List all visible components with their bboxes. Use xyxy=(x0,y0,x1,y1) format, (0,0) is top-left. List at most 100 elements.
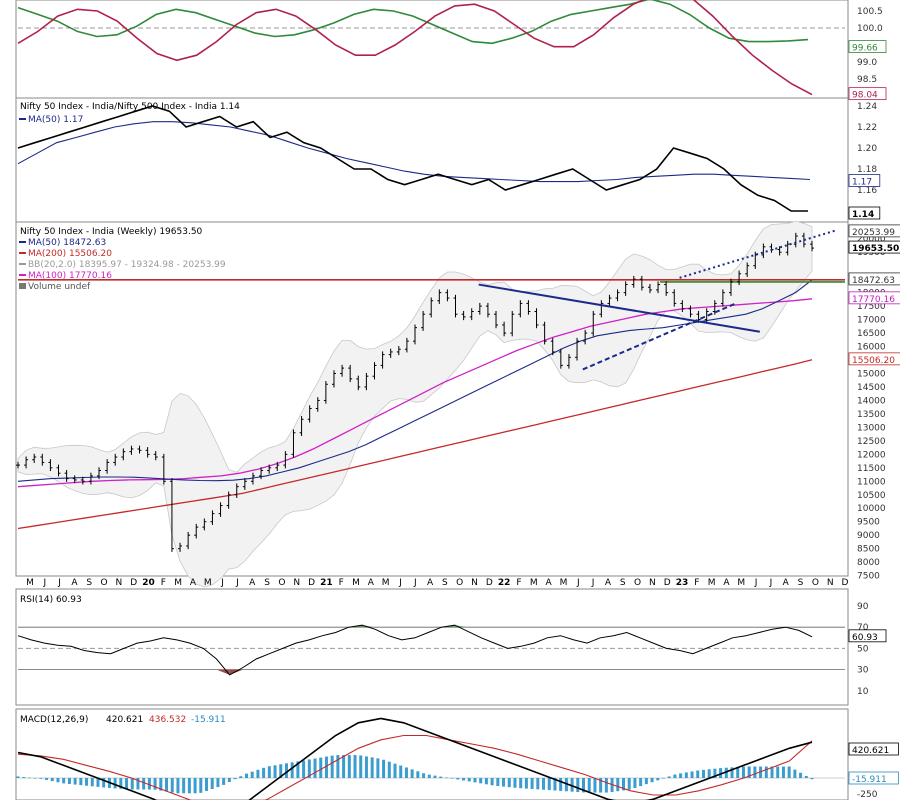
macd-hist-bar xyxy=(433,775,437,778)
macd-hist-bar xyxy=(547,778,551,791)
x-axis-label: O xyxy=(456,578,463,588)
macd-hist-bar xyxy=(587,778,591,793)
price-tick-label: 9500 xyxy=(857,518,880,528)
ratio-last-label-box xyxy=(848,206,881,220)
macd-hist-bar xyxy=(187,778,191,794)
x-axis-label: D xyxy=(664,578,671,588)
ratio-ma-label: 1.17 xyxy=(852,178,872,188)
price-label-20253.99-box xyxy=(848,224,900,238)
macd-hist-bar xyxy=(50,778,54,782)
macd-hist-bar xyxy=(439,776,443,778)
macd-hist-bar xyxy=(159,778,163,791)
rs-line-0 xyxy=(17,0,809,45)
x-axis-label: J xyxy=(591,578,595,588)
macd-hist-bar xyxy=(701,769,705,778)
macd-hist-bar xyxy=(279,764,283,778)
x-axis-label: A xyxy=(546,578,553,588)
macd-hist-bar xyxy=(667,776,671,778)
rsi-line xyxy=(17,624,813,676)
macd-hist-bar xyxy=(724,767,728,778)
macd-hist-bar xyxy=(810,778,814,780)
macd-hist-bar xyxy=(484,778,488,785)
price-label-18472.63-box xyxy=(848,272,900,286)
macd-hist-bar xyxy=(764,766,768,778)
legend-bb: BB(20,2.0) 18395.97 - 19324.98 - 20253.9… xyxy=(28,260,226,270)
rsi-last-label-box xyxy=(848,629,887,643)
macd-title-hist: -15.911 xyxy=(191,715,226,725)
x-axis-label: 23 xyxy=(676,578,689,588)
price-label-18472.63: 18472.63 xyxy=(852,276,895,286)
price-panel: 2000019500185001800017500170001650016000… xyxy=(16,220,900,588)
macd-hist-bar xyxy=(787,766,791,778)
macd-hist-bar xyxy=(125,778,129,790)
x-axis-label: D xyxy=(486,578,493,588)
price-label-20253.99: 20253.99 xyxy=(852,228,895,238)
macd-hist-bar xyxy=(656,778,660,781)
macd-hist-bar xyxy=(673,774,677,778)
x-axis-label: 20 xyxy=(142,578,155,588)
x-axis-label: J xyxy=(576,578,580,588)
macd-hist-bar xyxy=(410,769,414,778)
macd-hist-bar xyxy=(90,778,94,787)
macd-hist-bar xyxy=(62,778,66,784)
macd-hist-bar xyxy=(713,768,717,778)
macd-hist-bar xyxy=(536,778,540,790)
macd-hist-bar xyxy=(382,759,386,778)
legend-ma100: MA(100) 17770.16 xyxy=(28,271,112,281)
ratio-tick-label: 1.22 xyxy=(857,123,877,133)
rs-tick-label: 100.5 xyxy=(857,7,883,17)
macd-hist-bar xyxy=(730,767,734,778)
macd-hist-bar xyxy=(524,778,528,789)
rs-last-red-box xyxy=(848,87,887,101)
ratio-line xyxy=(17,105,808,212)
macd-hist-bar xyxy=(553,778,557,791)
macd-hist-bar xyxy=(776,766,780,778)
macd-hist-bar xyxy=(741,766,745,778)
macd-hist-bar xyxy=(450,778,454,779)
x-axis-label: A xyxy=(723,578,730,588)
x-axis-label: A xyxy=(249,578,256,588)
ratio-last-label: 1.14 xyxy=(852,210,874,220)
x-axis-label: O xyxy=(278,578,285,588)
legend-ma50: MA(50) 18472.63 xyxy=(28,238,106,248)
bollinger-band xyxy=(17,220,813,588)
macd-hist-bar xyxy=(490,778,494,786)
x-axis-label: F xyxy=(339,578,344,588)
macd-hist-bar xyxy=(513,778,517,788)
macd-hist-bar xyxy=(27,777,31,779)
price-tick-label: 13500 xyxy=(857,410,886,420)
x-axis-label: S xyxy=(442,578,448,588)
trendline-upper-dotted xyxy=(679,229,836,279)
rs-panel-frame xyxy=(15,0,849,99)
rs-tick-label: 98.5 xyxy=(857,75,877,85)
x-axis-label: 22 xyxy=(498,578,511,588)
macd-hist-bar xyxy=(222,778,226,785)
x-axis-label: S xyxy=(620,578,626,588)
price-tick-label: 10500 xyxy=(857,491,886,501)
x-axis-label: O xyxy=(101,578,108,588)
price-tick-label: 17500 xyxy=(857,302,886,312)
macd-hist-bar xyxy=(559,778,563,791)
price-tick-label: 11500 xyxy=(857,464,886,474)
rs-tick-label: 100.0 xyxy=(857,24,883,34)
macd-hist-bar xyxy=(199,778,203,793)
macd-panel: -250 420.621 -15.911 xyxy=(16,717,899,800)
price-tick-label: 9000 xyxy=(857,531,880,541)
macd-hist-bar xyxy=(307,759,311,778)
price-tick-label: 20000 xyxy=(857,235,886,245)
macd-hist-bar xyxy=(250,771,254,778)
macd-hist-bar xyxy=(256,769,260,778)
macd-hist-bar xyxy=(165,778,169,792)
rs-last-green-box xyxy=(848,40,887,53)
legend-volume: Volume undef xyxy=(28,282,91,292)
macd-hist-bar xyxy=(370,757,374,778)
x-axis: M J J A S O N D 20 F M A M J J A S O N D 21 F M A M J J A S O N D 22 F M A M… xyxy=(26,578,848,588)
macd-hist-bar xyxy=(747,766,751,778)
macd-hist-bar xyxy=(239,776,243,778)
price-tick-label: 14000 xyxy=(857,396,886,406)
macd-hist-bar xyxy=(467,778,471,782)
ratio-tick-label: 1.24 xyxy=(857,102,877,112)
price-tick-label: 12500 xyxy=(857,437,886,447)
macd-hist-bar xyxy=(719,768,723,778)
price-tick-label: 13000 xyxy=(857,423,886,433)
